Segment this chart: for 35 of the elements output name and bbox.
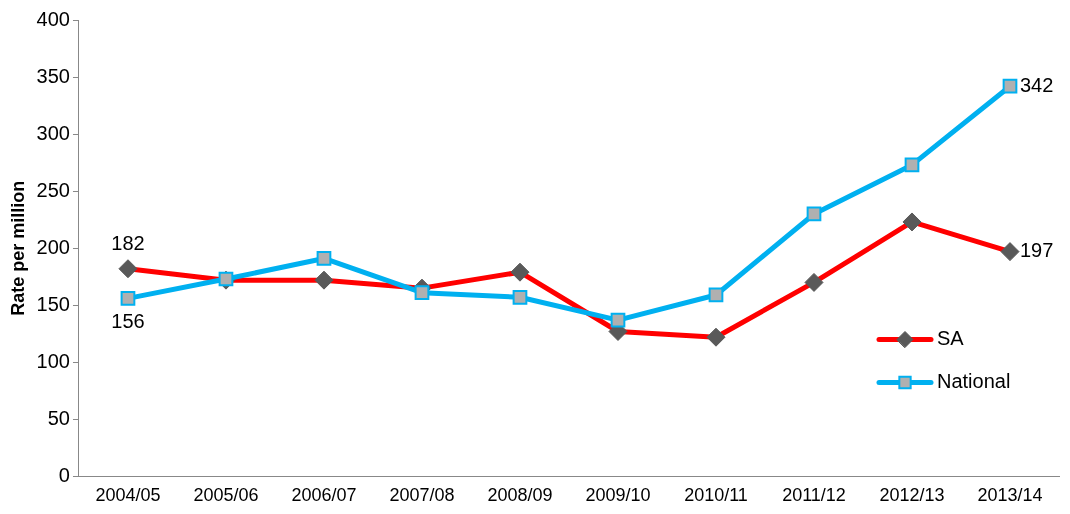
point (708, 287, 724, 303)
y-tick-label: 0 (58, 463, 70, 486)
point (904, 157, 920, 173)
x-tick-label: 2009/10 (585, 485, 651, 506)
x-tick-label: 2006/07 (291, 485, 357, 506)
x-tick-label: 2010/11 (684, 485, 748, 506)
y-tick-label: 100 (36, 349, 70, 372)
data-label: 156 (111, 309, 145, 332)
data-label: 342 (1020, 73, 1054, 96)
y-tick-label: 50 (47, 406, 70, 429)
point (414, 285, 430, 301)
point (120, 291, 136, 306)
y-tick-label: 350 (36, 64, 70, 87)
data-label: 197 (1020, 239, 1054, 262)
legend-label: SA (937, 327, 965, 349)
legend-label: National (937, 370, 1011, 392)
y-tick-label: 200 (36, 235, 70, 258)
x-tick-label: 2012/13 (879, 485, 945, 506)
y-axis-title: Rate per million (7, 180, 28, 316)
point (610, 312, 626, 328)
point (316, 251, 332, 266)
x-tick-label: 2004/05 (95, 485, 161, 506)
y-tick-label: 300 (36, 121, 70, 144)
x-tick-label: 2013/14 (977, 485, 1043, 506)
y-tick-label: 150 (36, 292, 70, 315)
y-tick-label: 250 (36, 178, 70, 201)
x-tick-label: 2005/06 (193, 485, 259, 506)
data-label: 182 (111, 232, 145, 255)
point (806, 206, 822, 222)
x-tick-label: 2011/12 (782, 485, 846, 506)
x-tick-label: 2007/08 (389, 485, 455, 506)
point (512, 289, 528, 305)
x-tick-label: 2008/09 (487, 485, 553, 506)
y-tick-label: 400 (36, 7, 70, 30)
point (1002, 78, 1018, 94)
